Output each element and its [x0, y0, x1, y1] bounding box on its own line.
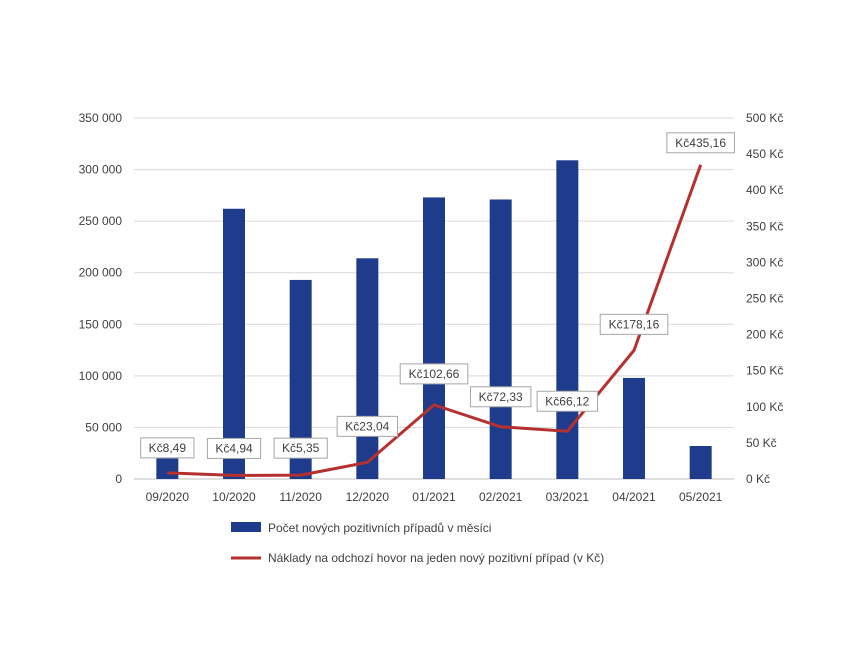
data-label: Kč23,04 [345, 419, 389, 433]
data-label-box [273, 437, 328, 459]
bar [623, 377, 645, 479]
x-tick-label: 04/2021 [612, 490, 656, 504]
legend-label-line: Náklady na odchozí hovor na jeden nový p… [268, 551, 604, 565]
x-tick-label: 02/2021 [479, 490, 523, 504]
y-right-tick-label: 150 Kč [746, 364, 783, 378]
y-left-tick-label: 0 [115, 472, 122, 486]
x-tick-label: 05/2021 [679, 490, 723, 504]
bar [423, 197, 445, 480]
y-right-tick-label: 450 Kč [746, 147, 783, 161]
data-label-box [140, 437, 195, 459]
y-right-tick-label: 250 Kč [746, 292, 783, 306]
x-tick-label: 01/2021 [412, 490, 456, 504]
data-label-box [599, 313, 669, 335]
data-label: Kč72,33 [479, 390, 523, 404]
bar [223, 208, 245, 479]
y-left-tick-label: 200 000 [79, 266, 123, 280]
legend-swatch-bars [231, 522, 261, 532]
legend-label-bars: Počet nových pozitivních případů v měsíc… [268, 521, 491, 535]
x-tick-label: 10/2020 [212, 490, 256, 504]
y-right-tick-label: 350 Kč [746, 219, 783, 233]
bar [156, 458, 179, 479]
data-label-box [399, 363, 469, 385]
data-label-box [666, 132, 735, 154]
y-right-tick-label: 500 Kč [746, 111, 783, 125]
data-label: Kč102,66 [409, 367, 460, 381]
y-right-tick-label: 100 Kč [746, 400, 783, 414]
data-label: Kč178,16 [609, 317, 660, 331]
y-left-tick-label: 350 000 [79, 111, 123, 125]
data-label-box [206, 437, 262, 459]
bar [689, 445, 712, 479]
bar [489, 199, 512, 480]
data-label: Kč4,94 [215, 441, 253, 455]
data-label-box [336, 415, 399, 437]
data-label: Kč5,35 [282, 441, 320, 455]
y-left-tick-label: 300 000 [79, 163, 123, 177]
y-left-tick-label: 150 000 [79, 317, 123, 331]
y-right-tick-label: 0 Kč [746, 472, 770, 486]
data-label: Kč8,49 [149, 441, 187, 455]
data-label: Kč66,12 [545, 394, 589, 408]
data-label: Kč435,16 [675, 136, 726, 150]
x-tick-label: 12/2020 [346, 490, 390, 504]
bar [289, 279, 312, 479]
y-right-tick-label: 400 Kč [746, 183, 783, 197]
data-label-box [469, 386, 532, 408]
y-left-tick-label: 50 000 [85, 420, 122, 434]
y-right-tick-label: 300 Kč [746, 255, 783, 269]
cost-line [167, 164, 703, 477]
y-right-tick-label: 50 Kč [746, 436, 777, 450]
y-left-tick-label: 250 000 [79, 214, 123, 228]
bar [356, 258, 379, 479]
x-tick-label: 09/2020 [146, 490, 190, 504]
y-right-tick-label: 200 Kč [746, 328, 783, 342]
data-label-box [536, 390, 599, 412]
x-tick-label: 03/2021 [546, 490, 590, 504]
y-left-tick-label: 100 000 [79, 369, 123, 383]
x-tick-label: 11/2020 [279, 490, 322, 504]
